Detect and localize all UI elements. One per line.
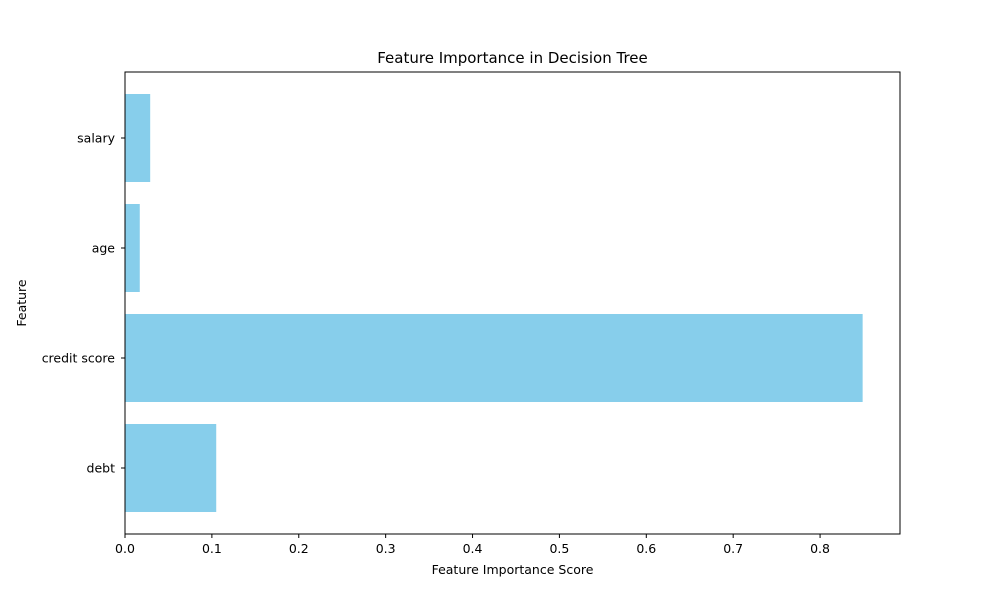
x-tick-label: 0.0 (115, 541, 135, 556)
bar-credit-score (125, 314, 863, 402)
bars-group (125, 94, 863, 512)
y-tick-label: credit score (42, 351, 116, 366)
x-tick-label: 0.3 (376, 541, 396, 556)
x-axis-label: Feature Importance Score (432, 562, 594, 577)
y-tick-label: debt (87, 461, 116, 476)
bar-debt (125, 424, 217, 512)
x-tick-label: 0.6 (636, 541, 656, 556)
y-tick-label: age (92, 241, 116, 256)
y-axis-label: Feature (14, 279, 29, 327)
x-axis: 0.0 0.1 0.2 0.3 0.4 0.5 0.6 0.7 0.8 (115, 534, 830, 556)
y-axis: debt credit score age salary (42, 131, 125, 476)
x-tick-label: 0.1 (202, 541, 222, 556)
x-tick-label: 0.5 (549, 541, 569, 556)
x-tick-label: 0.4 (463, 541, 483, 556)
bar-age (125, 204, 140, 292)
chart-title: Feature Importance in Decision Tree (377, 49, 648, 67)
bar-salary (125, 94, 151, 182)
y-tick-label: salary (77, 131, 115, 146)
x-tick-label: 0.2 (289, 541, 309, 556)
x-tick-label: 0.8 (810, 541, 830, 556)
plot-frame (124, 71, 901, 535)
x-tick-label: 0.7 (723, 541, 743, 556)
